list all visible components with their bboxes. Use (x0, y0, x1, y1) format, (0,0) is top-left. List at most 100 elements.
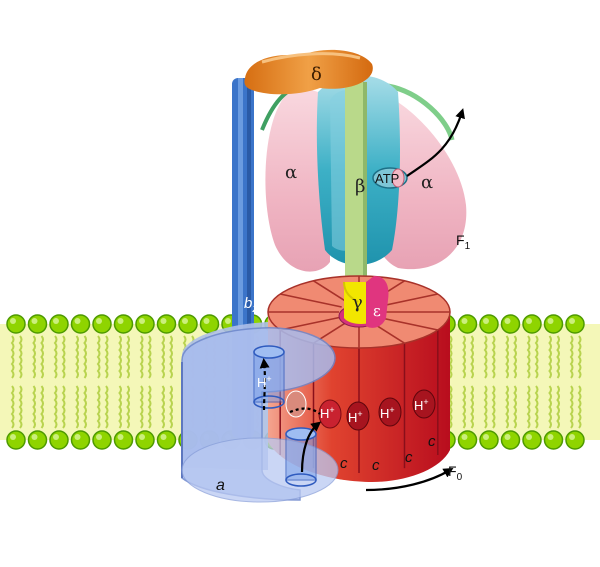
lipid-head (92, 314, 112, 334)
lipid-tail (526, 335, 531, 379)
proton-path-arrow-mid (289, 407, 321, 415)
flow-arrows (259, 108, 465, 492)
atp-molecule (372, 167, 408, 189)
f0-label: F0 (448, 463, 463, 483)
lipid-head-shine (569, 318, 575, 324)
lipid-head-shine (117, 434, 124, 440)
epsilon-subunit (366, 276, 389, 328)
lipid-tail (118, 335, 122, 379)
c-label-3: c (405, 449, 413, 466)
proton-label-2: H+ (320, 405, 335, 421)
delta-subunit (244, 49, 373, 95)
lipid-head (113, 314, 134, 334)
lipid-head-shine (547, 318, 554, 324)
lipid-tail (61, 385, 66, 429)
lipid-tail (18, 335, 23, 379)
lipid-head-shine (31, 318, 38, 324)
lipid-tail (96, 385, 101, 429)
lipid-tail (10, 335, 15, 379)
lipid-tail (526, 385, 531, 429)
lipid-head (135, 430, 155, 450)
lipid-head-shine (10, 434, 16, 440)
lipid-head (500, 430, 521, 450)
lipid-tail (513, 335, 517, 379)
a-label: a (216, 477, 225, 494)
lipid-tail (75, 385, 79, 429)
proton-label-5: H+ (414, 397, 429, 413)
lipid-head (457, 314, 478, 334)
lipid-head-shine (483, 318, 489, 324)
lipid-head-shine (10, 318, 16, 324)
epsilon-label: ε (373, 302, 381, 320)
alpha-right-label: α (421, 172, 433, 193)
lipid-tail (470, 335, 474, 379)
lipid-tail (577, 335, 582, 379)
rotation-arrow (365, 467, 454, 492)
lipid-tail (126, 335, 130, 379)
c-ring-spoke (313, 280, 350, 305)
lipid-head-shine (461, 434, 468, 440)
lipid-tail (470, 385, 474, 429)
lipid-head (70, 430, 91, 450)
lipid-head (49, 430, 69, 450)
lipid-head (479, 314, 499, 334)
proton-channel-lower (285, 427, 317, 487)
lipid-tail (18, 385, 23, 429)
lipid-head-shine (160, 434, 167, 440)
lipid-tail (556, 335, 560, 379)
lipid-tail (483, 335, 488, 379)
c-label-2: c (372, 457, 380, 474)
lipid-tail (548, 385, 552, 429)
b2-label: b2 (244, 295, 258, 315)
lipid-head (522, 430, 542, 450)
lipid-head-shine (117, 318, 124, 324)
lipid-head (565, 314, 585, 334)
lipid-head-shine (139, 318, 145, 324)
lipid-tail (169, 335, 173, 379)
lipid-tail (513, 385, 517, 429)
lipid-head-shine (526, 318, 532, 324)
lipid-tail (10, 385, 15, 429)
lipid-tail (139, 385, 144, 429)
lipid-head-shine (483, 434, 489, 440)
proton-label-3: H+ (348, 409, 363, 425)
c-ring-spoke (280, 316, 342, 331)
lipid-head (49, 314, 69, 334)
lipid-head (156, 314, 177, 334)
lipid-tail (83, 335, 87, 379)
lipid-head-shine (504, 318, 511, 324)
lipid-tail (505, 385, 509, 429)
lipid-tail (556, 385, 560, 429)
lipid-tail (75, 335, 79, 379)
alpha-edge-highlight (387, 83, 455, 141)
lipid-tail (462, 385, 466, 429)
lipid-tail (147, 385, 152, 429)
lipid-head-shine (53, 318, 59, 324)
delta-label: δ (311, 64, 322, 85)
lipid-tail (161, 385, 165, 429)
lipid-head-shine (74, 434, 81, 440)
lipid-head (543, 314, 564, 334)
lipid-tail (32, 335, 36, 379)
lipid-tail (169, 385, 173, 429)
lipid-head-shine (526, 434, 532, 440)
f1-head (260, 75, 467, 294)
proton-label-4: H+ (380, 405, 395, 421)
lipid-head (479, 430, 499, 450)
lipid-tail (61, 335, 66, 379)
lipid-head (178, 314, 198, 334)
lipid-head-shine (96, 318, 102, 324)
lipid-head (565, 430, 585, 450)
c-ring-spoke (280, 293, 342, 308)
lipid-tail (491, 385, 496, 429)
lipid-tail (147, 335, 152, 379)
lipid-head (27, 314, 48, 334)
lipid-tail (104, 385, 109, 429)
lipid-head (92, 430, 112, 450)
c-label-4: c (428, 433, 436, 450)
lipid-tail (104, 335, 109, 379)
lipid-tail (462, 335, 466, 379)
alpha-left-label: α (285, 162, 297, 183)
